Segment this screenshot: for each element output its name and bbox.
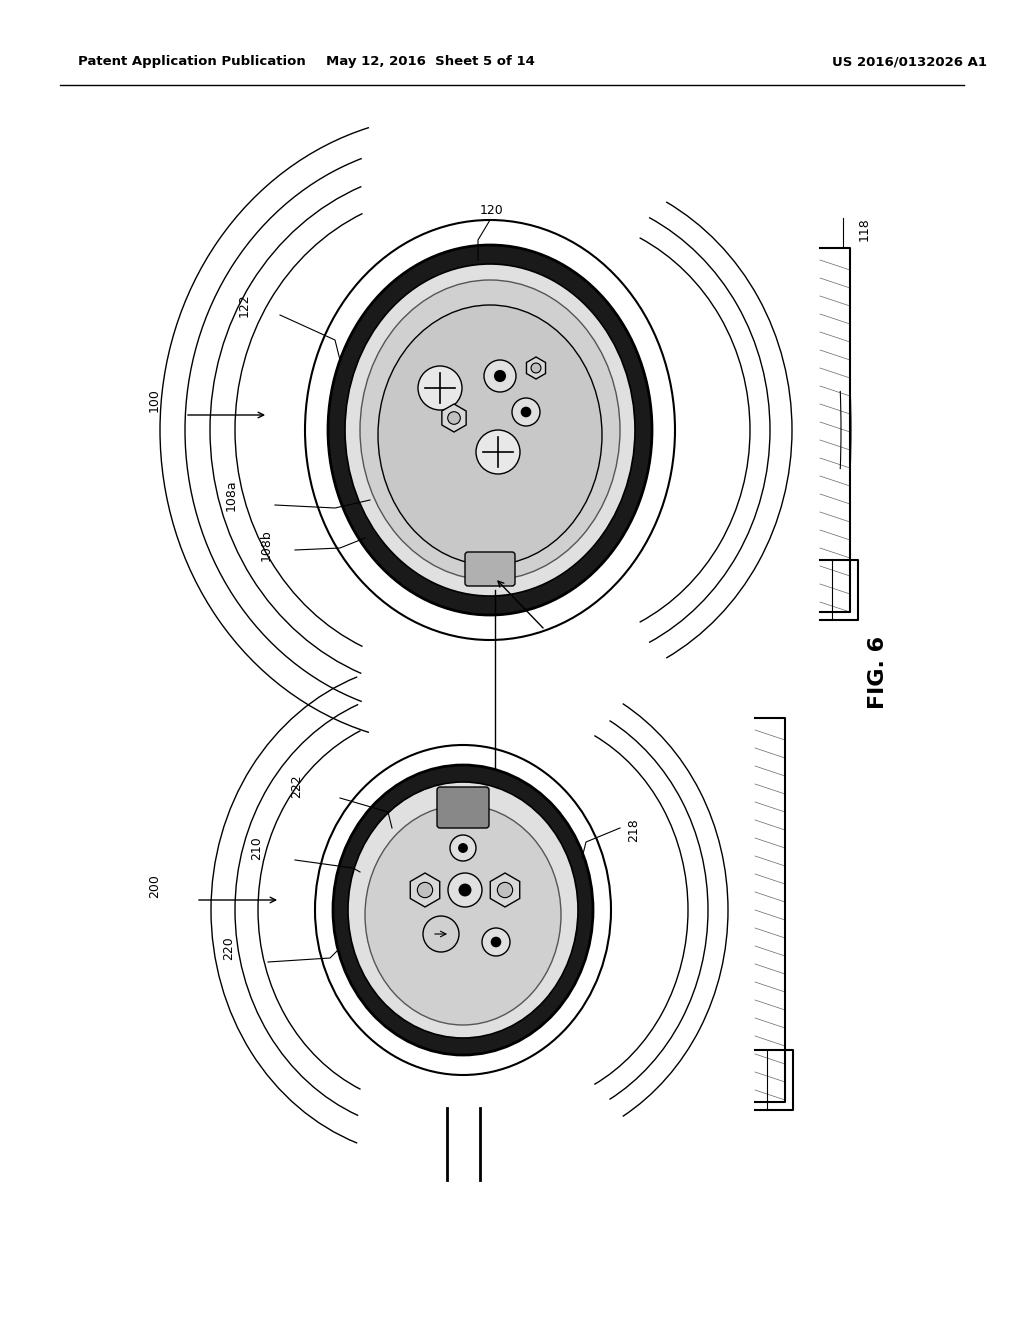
Circle shape bbox=[447, 412, 461, 424]
Circle shape bbox=[484, 360, 516, 392]
Text: 120: 120 bbox=[480, 203, 504, 216]
Text: 118: 118 bbox=[858, 216, 871, 240]
Circle shape bbox=[498, 882, 513, 898]
Text: FIG. 6: FIG. 6 bbox=[868, 635, 888, 709]
Circle shape bbox=[458, 843, 468, 853]
Ellipse shape bbox=[365, 805, 561, 1026]
Circle shape bbox=[494, 370, 506, 381]
Circle shape bbox=[520, 407, 531, 417]
Circle shape bbox=[449, 873, 482, 907]
Ellipse shape bbox=[348, 781, 578, 1038]
Text: 108a: 108a bbox=[225, 479, 238, 511]
Text: Patent Application Publication: Patent Application Publication bbox=[78, 55, 306, 69]
Circle shape bbox=[450, 836, 476, 861]
Text: 220: 220 bbox=[222, 936, 234, 960]
FancyBboxPatch shape bbox=[465, 552, 515, 586]
FancyBboxPatch shape bbox=[437, 787, 489, 828]
Circle shape bbox=[459, 883, 471, 896]
Circle shape bbox=[512, 399, 540, 426]
Polygon shape bbox=[490, 873, 520, 907]
Polygon shape bbox=[411, 873, 439, 907]
Circle shape bbox=[418, 366, 462, 411]
Ellipse shape bbox=[305, 220, 675, 640]
Ellipse shape bbox=[345, 264, 635, 597]
Text: 218: 218 bbox=[627, 818, 640, 842]
Circle shape bbox=[423, 916, 459, 952]
Ellipse shape bbox=[378, 305, 602, 565]
Circle shape bbox=[476, 430, 520, 474]
Text: 200: 200 bbox=[148, 874, 161, 898]
Polygon shape bbox=[526, 356, 546, 379]
Polygon shape bbox=[442, 404, 466, 432]
Circle shape bbox=[531, 363, 541, 374]
Ellipse shape bbox=[328, 246, 652, 615]
Text: May 12, 2016  Sheet 5 of 14: May 12, 2016 Sheet 5 of 14 bbox=[326, 55, 535, 69]
Text: 122: 122 bbox=[238, 293, 251, 317]
Text: 100: 100 bbox=[148, 388, 161, 412]
Circle shape bbox=[482, 928, 510, 956]
Text: 210: 210 bbox=[250, 836, 263, 859]
Text: 222: 222 bbox=[290, 775, 303, 797]
Ellipse shape bbox=[315, 744, 611, 1074]
Text: US 2016/0132026 A1: US 2016/0132026 A1 bbox=[833, 55, 987, 69]
Ellipse shape bbox=[333, 766, 593, 1055]
Circle shape bbox=[490, 937, 502, 948]
Text: 108b: 108b bbox=[260, 529, 273, 561]
Ellipse shape bbox=[360, 280, 620, 579]
Circle shape bbox=[418, 882, 433, 898]
